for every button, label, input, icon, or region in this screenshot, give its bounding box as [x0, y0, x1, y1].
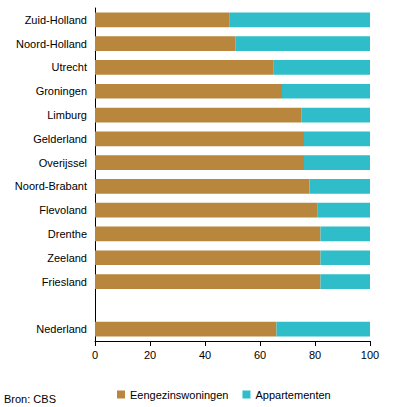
svg-text:60: 60 — [254, 349, 266, 361]
svg-text:Noord-Holland: Noord-Holland — [16, 38, 87, 50]
svg-text:Groningen: Groningen — [36, 85, 87, 97]
svg-text:Friesland: Friesland — [42, 276, 87, 288]
svg-text:Zuid-Holland: Zuid-Holland — [25, 14, 87, 26]
svg-text:80: 80 — [309, 349, 321, 361]
svg-text:20: 20 — [144, 349, 156, 361]
svg-text:Limburg: Limburg — [47, 109, 87, 121]
svg-text:Utrecht: Utrecht — [52, 61, 87, 73]
svg-text:Overijssel: Overijssel — [39, 157, 87, 169]
svg-text:Nederland: Nederland — [36, 323, 87, 335]
svg-text:Appartementen: Appartementen — [255, 389, 330, 401]
svg-text:Drenthe: Drenthe — [48, 228, 87, 240]
svg-text:Noord-Brabant: Noord-Brabant — [15, 180, 87, 192]
svg-text:Flevoland: Flevoland — [39, 204, 87, 216]
svg-text:100: 100 — [361, 349, 379, 361]
svg-text:0: 0 — [92, 349, 98, 361]
svg-text:Bron: CBS: Bron: CBS — [4, 393, 56, 405]
svg-text:40: 40 — [199, 349, 211, 361]
svg-text:Gelderland: Gelderland — [33, 133, 87, 145]
svg-text:Zeeland: Zeeland — [47, 252, 87, 264]
svg-text:Eengezinswoningen: Eengezinswoningen — [130, 389, 228, 401]
